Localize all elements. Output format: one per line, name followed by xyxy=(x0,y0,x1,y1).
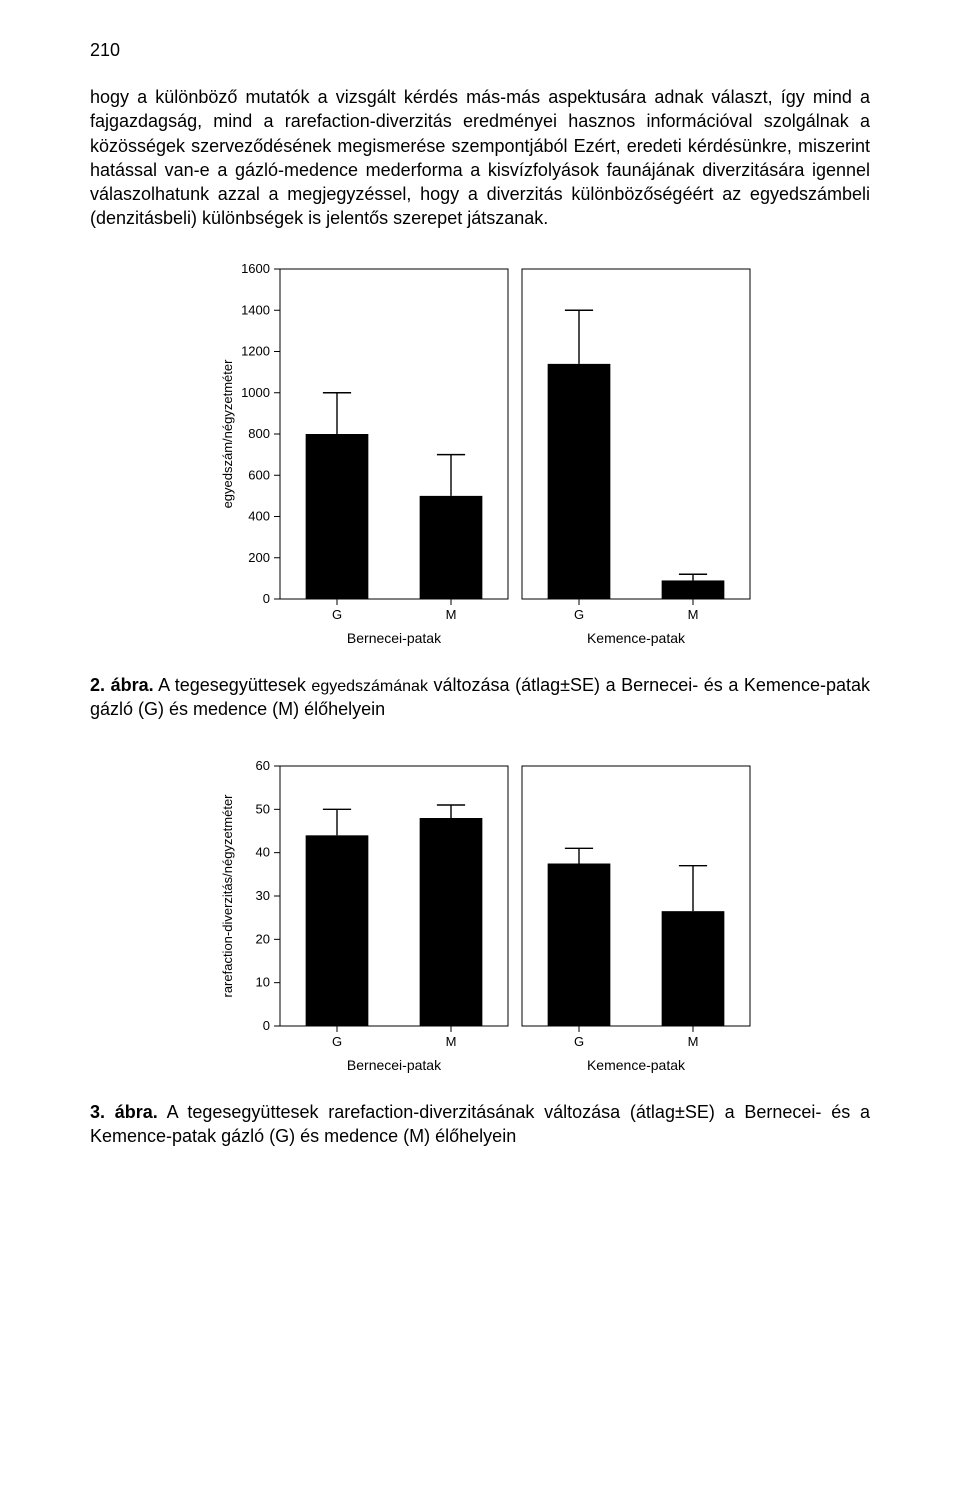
body-paragraph: hogy a különböző mutatók a vizsgált kérd… xyxy=(90,85,870,231)
figure-3: 0 10 20 30 40 50 60 rarefaction-diverzitás/négy… xyxy=(90,756,870,1086)
svg-text:1600: 1600 xyxy=(241,261,270,276)
svg-text:1000: 1000 xyxy=(241,385,270,400)
svg-text:egyedszám/négyzetméter: egyedszám/négyzetméter xyxy=(220,359,235,509)
figure-2-caption: 2. ábra. A tegesegyüttesek egyedszámának… xyxy=(90,673,870,722)
svg-text:M: M xyxy=(688,607,699,622)
svg-text:400: 400 xyxy=(248,508,270,523)
svg-text:40: 40 xyxy=(256,844,270,859)
svg-text:1200: 1200 xyxy=(241,343,270,358)
page: 210 hogy a különböző mutatók a vizsgált … xyxy=(0,0,960,1242)
figure-2-lead: 2. ábra. xyxy=(90,675,154,695)
svg-text:rarefaction-diverzitás/négyzet: rarefaction-diverzitás/négyzetméter xyxy=(220,793,235,997)
chart-1-svg: 0 200 400 600 800 1000 1200 1400 1600 egyedszám/n… xyxy=(200,259,760,659)
svg-text:800: 800 xyxy=(248,426,270,441)
svg-text:M: M xyxy=(446,1034,457,1049)
figure-2-text-a: A tegesegyüttesek xyxy=(154,675,312,695)
svg-text:0: 0 xyxy=(263,1018,270,1033)
svg-text:10: 10 xyxy=(256,974,270,989)
figure-3-lead: 3. ábra. xyxy=(90,1102,158,1122)
svg-text:1400: 1400 xyxy=(241,302,270,317)
svg-text:M: M xyxy=(446,607,457,622)
svg-text:G: G xyxy=(332,607,342,622)
svg-text:Kemence-patak: Kemence-patak xyxy=(587,630,686,646)
svg-text:Kemence-patak: Kemence-patak xyxy=(587,1057,686,1073)
svg-text:G: G xyxy=(574,607,584,622)
figure-2: 0 200 400 600 800 1000 1200 1400 1600 egyedszám/n… xyxy=(90,259,870,659)
figure-2-text-small: egyedszámának xyxy=(311,678,428,695)
page-number: 210 xyxy=(90,40,870,61)
svg-text:Bernecei-patak: Bernecei-patak xyxy=(347,1057,442,1073)
svg-text:30: 30 xyxy=(256,888,270,903)
svg-text:M: M xyxy=(688,1034,699,1049)
svg-text:200: 200 xyxy=(248,550,270,565)
svg-text:G: G xyxy=(332,1034,342,1049)
svg-text:60: 60 xyxy=(256,758,270,773)
svg-text:600: 600 xyxy=(248,467,270,482)
figure-3-text: A tegesegyüttesek rarefaction-diverzitás… xyxy=(90,1102,870,1146)
svg-text:Bernecei-patak: Bernecei-patak xyxy=(347,630,442,646)
chart-2-svg: 0 10 20 30 40 50 60 rarefaction-diverzitás/négy… xyxy=(200,756,760,1086)
svg-text:20: 20 xyxy=(256,931,270,946)
svg-text:0: 0 xyxy=(263,591,270,606)
figure-3-caption: 3. ábra. A tegesegyüttesek rarefaction-d… xyxy=(90,1100,870,1149)
svg-text:50: 50 xyxy=(256,801,270,816)
svg-text:G: G xyxy=(574,1034,584,1049)
